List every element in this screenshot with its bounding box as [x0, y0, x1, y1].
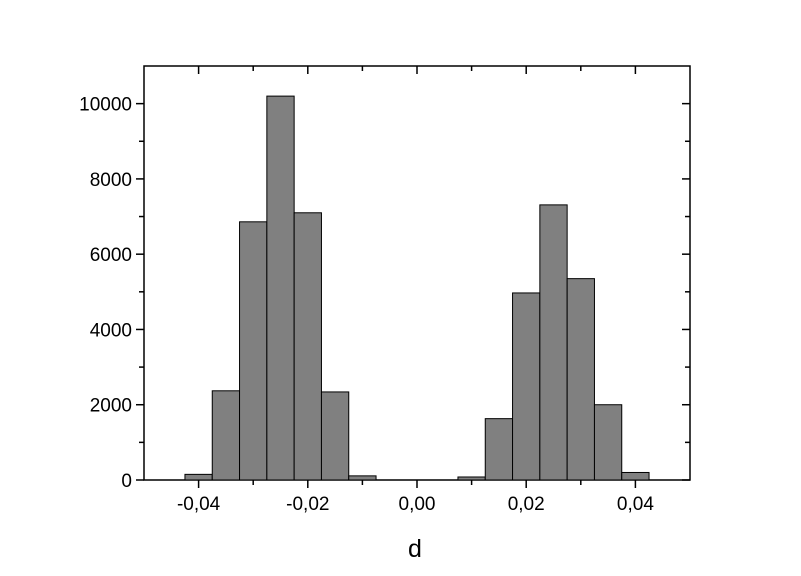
histogram-bar — [593, 404, 623, 481]
bars-group — [184, 95, 650, 481]
ticks-group — [136, 66, 690, 488]
histogram-bar — [239, 221, 268, 481]
histogram-bar — [566, 278, 595, 481]
histogram-bar — [457, 476, 486, 481]
x-tick-labels: -0,04 -0,02 0,00 0,02 0,04 — [177, 494, 654, 515]
x-tick-label: -0,04 — [177, 494, 221, 515]
x-tick-label: 0,04 — [617, 494, 654, 515]
histogram-bar — [539, 204, 568, 481]
y-tick-label: 8000 — [90, 170, 132, 191]
y-tick-label: 2000 — [90, 396, 132, 417]
histogram-bar — [348, 475, 377, 481]
histogram-bar — [621, 471, 650, 481]
x-axis-title: d — [408, 535, 422, 563]
x-tick-label: 0,02 — [508, 494, 545, 515]
histogram-bar — [484, 418, 514, 481]
histogram-bar — [266, 95, 295, 481]
x-tick-label: -0,02 — [286, 494, 329, 515]
x-tick-label: 0,00 — [399, 494, 436, 515]
y-tick-label: 0 — [121, 471, 132, 492]
y-tick-label: 6000 — [90, 245, 132, 266]
histogram-bar — [293, 212, 322, 481]
y-tick-label: 10000 — [79, 95, 132, 116]
y-tick-label: 4000 — [90, 320, 132, 341]
histogram-bar — [211, 390, 241, 481]
y-tick-labels: 0 2000 4000 6000 8000 10000 — [79, 95, 132, 492]
histogram-bar — [512, 292, 541, 481]
histogram-bar — [184, 473, 213, 481]
histogram-bar — [320, 391, 350, 481]
